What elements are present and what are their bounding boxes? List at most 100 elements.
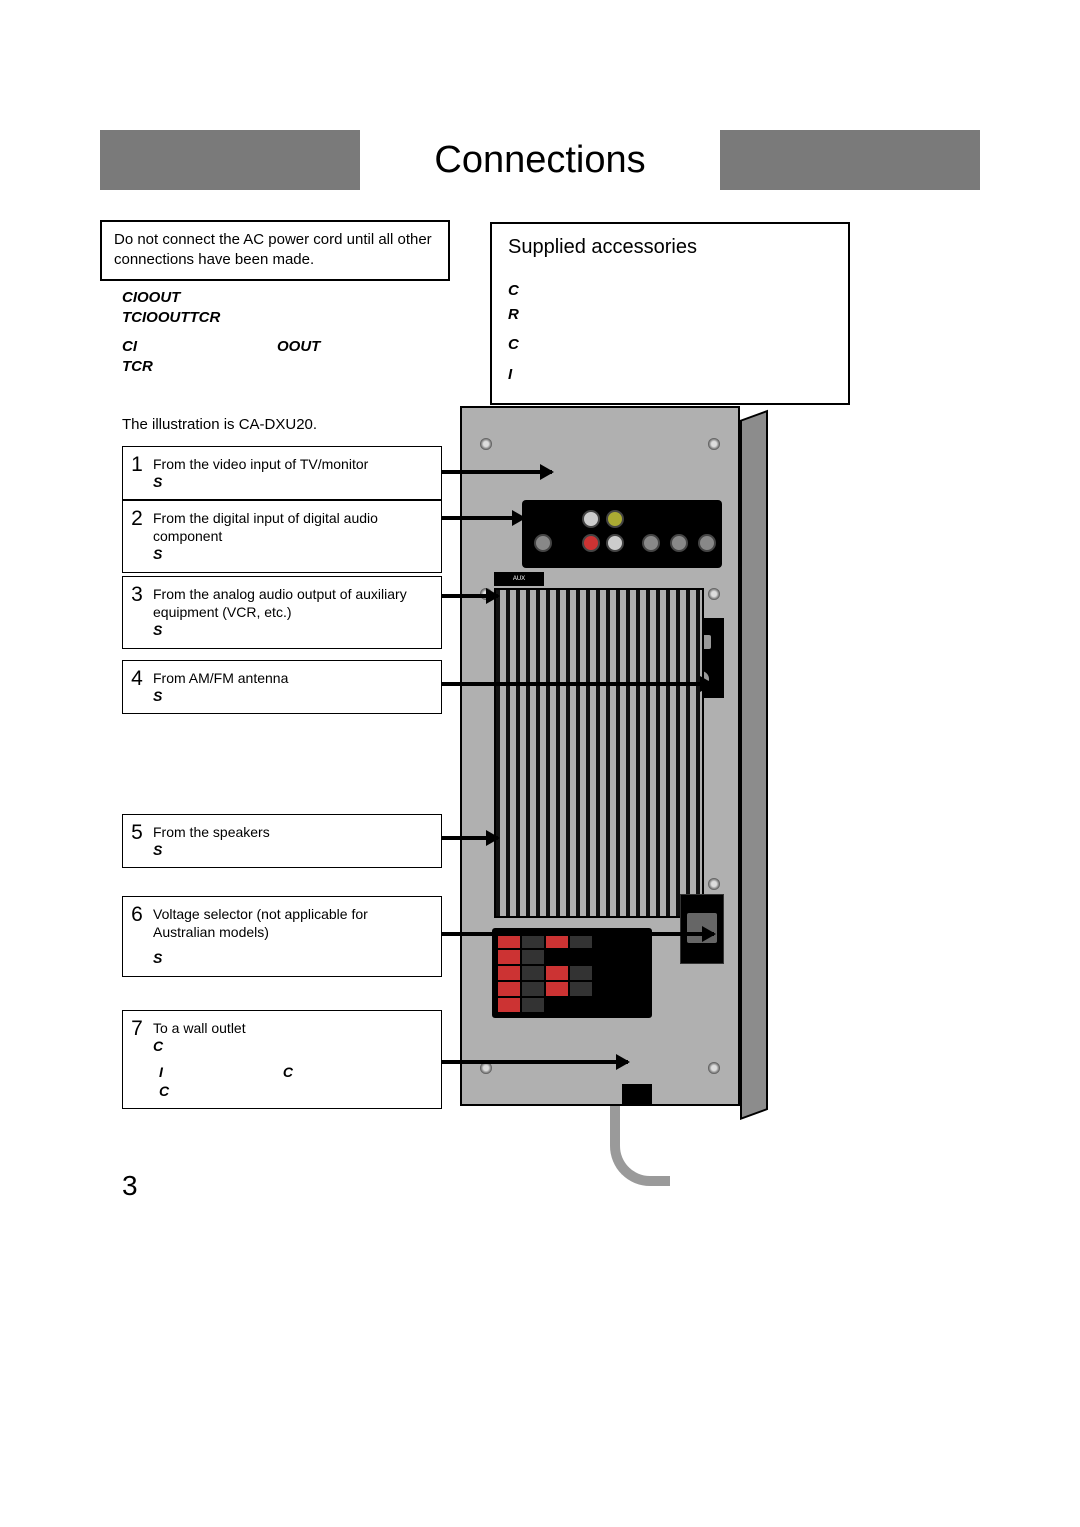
callout-extra-line: C — [153, 1082, 293, 1100]
callout-arrow-icon — [442, 470, 552, 474]
callout-body: From the digital input of digital audio … — [151, 501, 441, 572]
speaker-clip-icon — [522, 950, 544, 964]
speaker-clip-icon — [522, 966, 544, 980]
callout-box: 7To a wall outletCICC — [122, 1010, 442, 1109]
rca-jack-icon — [606, 534, 624, 552]
callout-body: From AM/FM antennaS — [151, 661, 298, 713]
callout-body: From the speakersS — [151, 815, 280, 867]
callout-number: 7 — [123, 1011, 151, 1047]
callout-see-ref: S — [153, 687, 288, 705]
video-audio-connector-panel — [522, 500, 722, 568]
cord-strain-relief-icon — [622, 1084, 652, 1106]
speaker-clip-icon — [546, 982, 568, 996]
callout-see-ref: S — [153, 621, 431, 639]
rca-jack-icon — [582, 510, 600, 528]
speaker-clip-icon — [498, 950, 520, 964]
callout-text: From the analog audio output of auxiliar… — [153, 585, 431, 621]
callout-arrow-icon — [442, 594, 498, 598]
speaker-clip-icon — [570, 966, 592, 980]
callout-see-ref: S — [153, 949, 431, 967]
manual-page: Connections Do not connect the AC power … — [0, 0, 1080, 1527]
callout-number: 1 — [123, 447, 151, 483]
callout-number: 4 — [123, 661, 151, 697]
callout-number: 2 — [123, 501, 151, 537]
callout-list: 1From the video input of TV/monitorS2Fro… — [122, 446, 442, 1146]
callout-box: 5From the speakersS — [122, 814, 442, 868]
accessory-item: R — [508, 303, 832, 327]
title-bar-left-block — [100, 130, 360, 190]
accessories-title: Supplied accessories — [508, 236, 832, 259]
rca-jack-icon — [606, 510, 624, 528]
callout-number: 6 — [123, 897, 151, 933]
speaker-clip-icon — [546, 934, 568, 948]
callout-body: From the analog audio output of auxiliar… — [151, 577, 441, 648]
speaker-clip-icon — [522, 934, 544, 948]
warning-text: Do not connect the AC power cord until a… — [114, 231, 432, 268]
panel-note-block: CIOOUT TCIOOUTTCR CI OOUT TCR — [122, 288, 462, 376]
callout-see-ref: S — [153, 473, 368, 491]
accessories-box: Supplied accessories C R C I — [490, 222, 850, 405]
callout-body: Voltage selector (not applicable for Aus… — [151, 897, 441, 976]
page-title: Connections — [360, 130, 720, 190]
power-cord-icon — [610, 1106, 670, 1186]
speaker-terminal-block — [492, 928, 652, 1018]
callout-arrow-icon — [442, 516, 524, 520]
rca-jack-icon — [698, 534, 716, 552]
callout-text: From the video input of TV/monitor — [153, 455, 368, 473]
accessory-item: C — [508, 333, 832, 357]
callout-box: 6Voltage selector (not applicable for Au… — [122, 896, 442, 977]
speaker-clip-icon — [570, 934, 592, 948]
callout-text: From the digital input of digital audio … — [153, 509, 431, 545]
rca-jack-icon — [670, 534, 688, 552]
callout-arrow-icon — [442, 932, 714, 936]
callout-number: 5 — [123, 815, 151, 851]
warning-box: Do not connect the AC power cord until a… — [100, 220, 450, 281]
callout-box: 1From the video input of TV/monitorS — [122, 446, 442, 500]
accessory-item: I — [508, 363, 832, 387]
callout-see-ref: S — [153, 545, 431, 563]
callout-box: 3From the analog audio output of auxilia… — [122, 576, 442, 649]
title-bar: Connections — [100, 130, 980, 190]
callout-extra-line: IC — [153, 1063, 293, 1081]
speaker-clip-icon — [522, 998, 544, 1012]
device-rear-panel: AUX — [460, 406, 740, 1106]
callout-box: 2From the digital input of digital audio… — [122, 500, 442, 573]
callout-see-ref: S — [153, 841, 270, 859]
speaker-clip-icon — [498, 934, 520, 948]
callout-body: To a wall outletCICC — [151, 1011, 303, 1108]
callout-body: From the video input of TV/monitorS — [151, 447, 378, 499]
title-bar-right-block — [720, 130, 980, 190]
callout-text: Voltage selector (not applicable for Aus… — [153, 905, 431, 941]
rca-jack-icon — [534, 534, 552, 552]
screw-icon — [708, 878, 720, 890]
heatsink-icon — [494, 588, 704, 918]
speaker-clip-icon — [546, 966, 568, 980]
screw-icon — [708, 438, 720, 450]
accessory-item: C — [508, 279, 832, 303]
callout-arrow-icon — [442, 1060, 628, 1064]
speaker-clip-icon — [570, 982, 592, 996]
screw-icon — [708, 1062, 720, 1074]
rca-jack-icon — [642, 534, 660, 552]
speaker-clip-icon — [498, 982, 520, 996]
rca-jack-icon — [582, 534, 600, 552]
speaker-clip-icon — [498, 966, 520, 980]
illustration-note: The illustration is CA-DXU20. — [122, 416, 317, 433]
panel-note-line4: TCR — [122, 357, 462, 377]
screw-icon — [480, 438, 492, 450]
panel-note-line3-left: CI — [122, 337, 137, 357]
callout-arrow-icon — [442, 836, 498, 840]
accessories-list: C R C I — [508, 279, 832, 387]
page-number: 3 — [122, 1170, 138, 1227]
panel-note-line1: CIOOUT — [122, 288, 462, 308]
panel-note-line2: TCIOOUTTCR — [122, 308, 462, 328]
callout-number: 3 — [123, 577, 151, 613]
speaker-clip-icon — [522, 982, 544, 996]
device-side-panel — [740, 410, 768, 1120]
speaker-clip-icon — [498, 998, 520, 1012]
callout-text: To a wall outlet — [153, 1019, 293, 1037]
callout-arrow-icon — [442, 682, 712, 686]
screw-icon — [708, 588, 720, 600]
callout-box: 4From AM/FM antennaS — [122, 660, 442, 714]
callout-text: From AM/FM antenna — [153, 669, 288, 687]
